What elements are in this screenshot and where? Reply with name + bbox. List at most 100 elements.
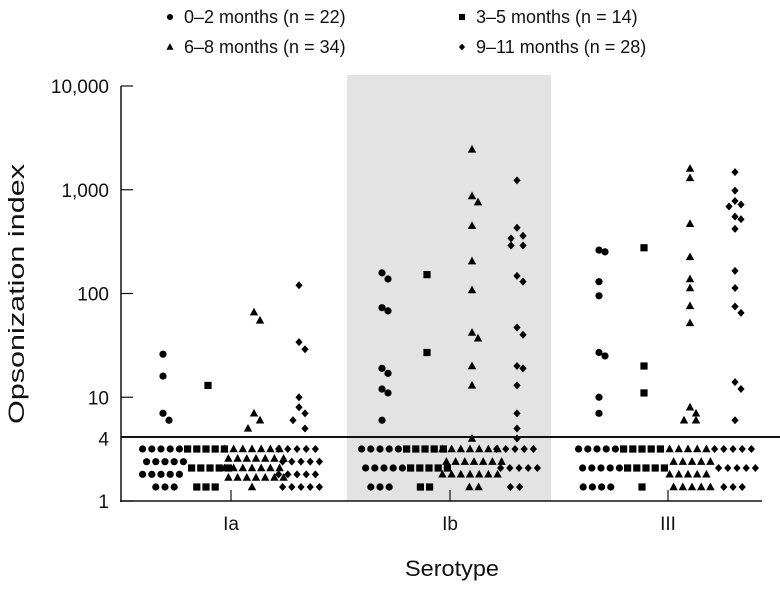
circle-marker [601,248,609,256]
circle-marker [175,470,183,478]
diamond-marker [288,483,296,491]
circle-marker [597,464,605,472]
diamond-marker [738,445,746,453]
triangle-marker [255,415,265,424]
triangle-marker [238,463,247,472]
triangle-marker [442,457,451,465]
triangle-marker [255,315,265,324]
square-marker [660,464,668,472]
circle-marker [380,464,388,472]
diamond-marker [731,416,739,425]
triangle-marker [460,457,469,465]
circle-marker [579,483,587,491]
circle-marker [376,445,384,453]
triangle-marker [674,444,683,453]
square-marker [642,464,650,472]
x-tick-label: Ib [442,514,458,535]
circle-marker [166,470,174,478]
diamond-marker [275,470,283,479]
triangle-marker [238,444,247,453]
diamond-marker [724,464,732,472]
square-marker [423,348,431,357]
triangle-marker [467,380,477,389]
diamond-marker [519,330,527,339]
triangle-marker [702,469,711,478]
y-axis-label: Opsonization index [4,164,29,424]
triangle-marker [251,454,261,462]
circle-marker [358,445,366,453]
diamond-marker [315,483,323,491]
legend-item: 9–11 months (n = 28) [458,37,646,57]
triangle-marker [674,469,683,478]
square-marker [629,445,637,453]
diamond-marker [295,338,303,347]
circle-marker [378,416,386,424]
triangle-marker [683,444,693,453]
triangle-marker [266,444,275,453]
triangle-marker [474,482,483,491]
legend-label: 0–2 months (n = 22) [184,7,346,27]
square-marker [188,464,196,472]
square-marker [211,483,219,491]
circle-marker [139,445,147,453]
triangle-marker [251,473,261,481]
diamond-marker [747,445,755,453]
square-marker [204,381,212,390]
circle-marker [166,13,174,21]
y-axis: 1 4 10 100 1,000 10,000 [51,77,133,513]
diamond-marker [731,212,739,221]
triangle-marker [447,444,456,453]
triangle-marker [665,444,674,453]
square-marker [620,445,628,453]
circle-marker [611,445,620,453]
circle-marker [161,458,169,466]
circle-marker [362,464,370,472]
diamond-marker [520,445,528,453]
circle-marker [398,464,406,472]
square-marker [184,445,192,453]
diamond-marker [289,416,297,425]
circle-marker [588,464,596,472]
circle-marker [179,458,187,466]
x-tick-label: III [660,514,676,535]
triangle-marker [438,444,447,453]
triangle-marker [242,454,251,462]
triangle-marker [691,415,701,424]
triangle-marker [479,457,488,465]
circle-marker [152,458,160,466]
square-marker [202,445,210,453]
triangle-marker [678,457,687,465]
square-marker [416,483,424,491]
diamond-marker [725,202,733,211]
triangle-marker [702,444,711,453]
diamond-marker [513,362,521,371]
square-marker [412,445,420,453]
diamond-marker [507,234,515,243]
circle-marker [595,246,603,254]
triangle-marker [270,454,279,462]
circle-marker [579,464,587,472]
legend-label: 6–8 months (n = 34) [184,37,346,57]
diamond-marker [742,464,750,472]
triangle-marker [669,482,678,491]
diamond-marker [301,424,309,433]
circle-marker [157,445,165,453]
diamond-marker [306,457,314,466]
triangle-marker [685,301,695,310]
diamond-marker [731,266,739,275]
diamond-marker [497,464,505,472]
triangle-marker [687,482,697,491]
diamond-marker [284,445,292,453]
triangle-marker [166,43,174,50]
triangle-marker [465,482,474,491]
circle-marker [575,445,583,453]
diamond-marker [731,196,739,205]
triangle-marker [257,444,266,453]
triangle-marker [693,469,702,478]
diamond-marker [513,381,521,390]
diamond-marker [288,457,296,466]
diamond-marker [516,483,524,491]
square-marker [215,464,223,472]
circle-marker [607,483,615,491]
square-marker [656,445,664,453]
